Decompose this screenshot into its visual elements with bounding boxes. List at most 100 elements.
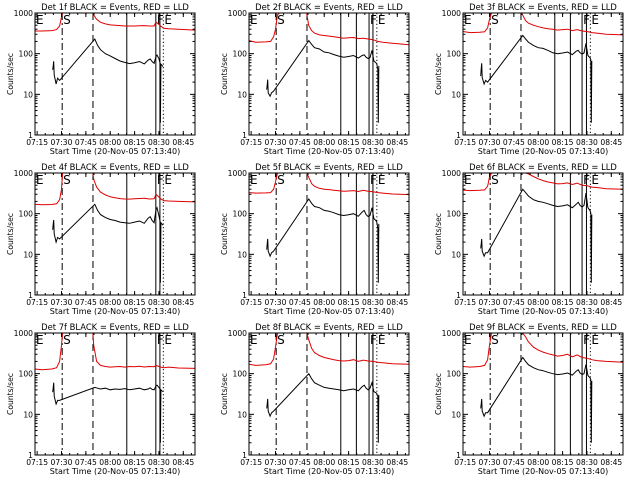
x-tick-label: 08:15 <box>124 458 146 467</box>
panel-data <box>249 13 409 123</box>
y-axis-label: Counts/sec <box>220 373 229 415</box>
x-tick-label: 08:00 <box>99 138 121 147</box>
x-tick-label: 07:15 <box>454 138 476 147</box>
y-tick-label: 10 <box>23 410 33 419</box>
y-axis-label: Counts/sec <box>6 213 15 255</box>
plot-frame <box>34 332 196 456</box>
x-tick-label: 08:45 <box>600 138 622 147</box>
y-tick-label: 100 <box>233 50 248 59</box>
x-tick-label: 08:45 <box>386 298 408 307</box>
y-tick-label: 1 <box>456 131 461 140</box>
marker-label: E <box>464 333 472 347</box>
marker-label: E <box>250 13 258 27</box>
x-tick-label: 08:15 <box>552 138 574 147</box>
marker-label: E <box>164 173 172 187</box>
series-lld-line <box>463 173 623 192</box>
panel-data <box>463 173 623 283</box>
x-tick-label: 07:45 <box>289 298 311 307</box>
y-tick-label: 10 <box>237 410 247 419</box>
y-tick-label: 100 <box>233 370 248 379</box>
x-tick-label: 08:30 <box>362 458 384 467</box>
plot-frame <box>248 332 410 456</box>
panel-title: Det 5f BLACK = Events, RED = LLD <box>255 162 403 172</box>
y-tick-label: 100 <box>447 210 462 219</box>
x-tick-label: 08:30 <box>576 458 598 467</box>
x-tick-label: 07:15 <box>26 458 48 467</box>
x-tick-label: 08:15 <box>338 138 360 147</box>
series-events-line <box>266 39 380 123</box>
series-events-line <box>52 203 164 283</box>
panel-data <box>249 333 409 443</box>
panel-det-7: Det 7f BLACK = Events, RED = LLDESFE07:1… <box>6 322 196 476</box>
y-axis-label: Counts/sec <box>220 53 229 95</box>
marker-label: E <box>464 13 472 27</box>
y-tick-label: 10 <box>23 250 33 259</box>
plot-frame <box>462 172 624 296</box>
y-tick-label: 100 <box>447 370 462 379</box>
y-tick-label: 1000 <box>228 329 247 338</box>
panel-data <box>249 173 409 283</box>
marker-label: E <box>464 173 472 187</box>
y-tick-label: 1000 <box>14 329 33 338</box>
panel-det-1: Det 1f BLACK = Events, RED = LLDESFE07:1… <box>6 2 196 156</box>
x-tick-label: 07:15 <box>240 298 262 307</box>
y-tick-label: 1 <box>28 451 33 460</box>
x-tick-label: 07:30 <box>265 298 287 307</box>
y-axis-label: Counts/sec <box>6 53 15 95</box>
x-tick-label: 08:45 <box>386 138 408 147</box>
x-tick-label: 08:45 <box>600 458 622 467</box>
x-tick-label: 07:15 <box>26 298 48 307</box>
x-tick-label: 08:15 <box>338 298 360 307</box>
y-tick-label: 10 <box>451 410 461 419</box>
y-tick-label: 1000 <box>442 169 461 178</box>
series-lld-line <box>35 13 195 32</box>
x-tick-label: 08:15 <box>552 298 574 307</box>
y-tick-label: 1 <box>456 451 461 460</box>
y-tick-label: 100 <box>233 210 248 219</box>
plot-frame <box>462 12 624 136</box>
x-tick-label: 07:45 <box>503 458 525 467</box>
series-events-line <box>480 188 593 283</box>
x-tick-label: 08:00 <box>99 458 121 467</box>
panel-det-3: Det 3f BLACK = Events, RED = LLDESFE07:1… <box>434 2 624 156</box>
x-tick-label: 07:30 <box>51 298 73 307</box>
y-tick-label: 100 <box>19 210 34 219</box>
marker-label: E <box>591 333 599 347</box>
x-axis-label: Start Time (20-Nov-05 07:13:40) <box>264 307 394 316</box>
x-tick-label: 08:45 <box>172 138 194 147</box>
marker-label: S <box>63 173 71 187</box>
marker-label: S <box>277 333 285 347</box>
x-tick-label: 07:30 <box>51 458 73 467</box>
y-axis-label: Counts/sec <box>434 53 443 95</box>
x-tick-label: 08:00 <box>313 298 335 307</box>
x-tick-label: 07:30 <box>479 298 501 307</box>
marker-label: E <box>378 333 386 347</box>
y-tick-label: 1000 <box>14 9 33 18</box>
marker-label: E <box>591 173 599 187</box>
x-axis-label: Start Time (20-Nov-05 07:13:40) <box>478 467 608 476</box>
y-tick-label: 100 <box>19 50 34 59</box>
marker-label: E <box>36 13 44 27</box>
y-tick-label: 1000 <box>442 9 461 18</box>
y-tick-label: 1000 <box>228 9 247 18</box>
series-lld-line <box>249 13 409 46</box>
marker-label: E <box>250 333 258 347</box>
marker-label: E <box>36 173 44 187</box>
y-tick-label: 100 <box>19 370 34 379</box>
series-lld-line <box>35 173 195 206</box>
x-tick-label: 08:00 <box>527 458 549 467</box>
series-lld-line <box>249 333 409 366</box>
y-tick-label: 1000 <box>14 169 33 178</box>
series-events-line <box>52 382 164 443</box>
x-tick-label: 08:45 <box>172 298 194 307</box>
x-tick-label: 07:30 <box>51 138 73 147</box>
series-lld-line <box>249 173 409 196</box>
x-tick-label: 08:45 <box>600 298 622 307</box>
x-tick-label: 07:30 <box>265 458 287 467</box>
x-tick-label: 08:00 <box>99 298 121 307</box>
plot-frame <box>34 172 196 296</box>
series-events-line <box>266 198 380 283</box>
y-tick-label: 1 <box>242 291 247 300</box>
